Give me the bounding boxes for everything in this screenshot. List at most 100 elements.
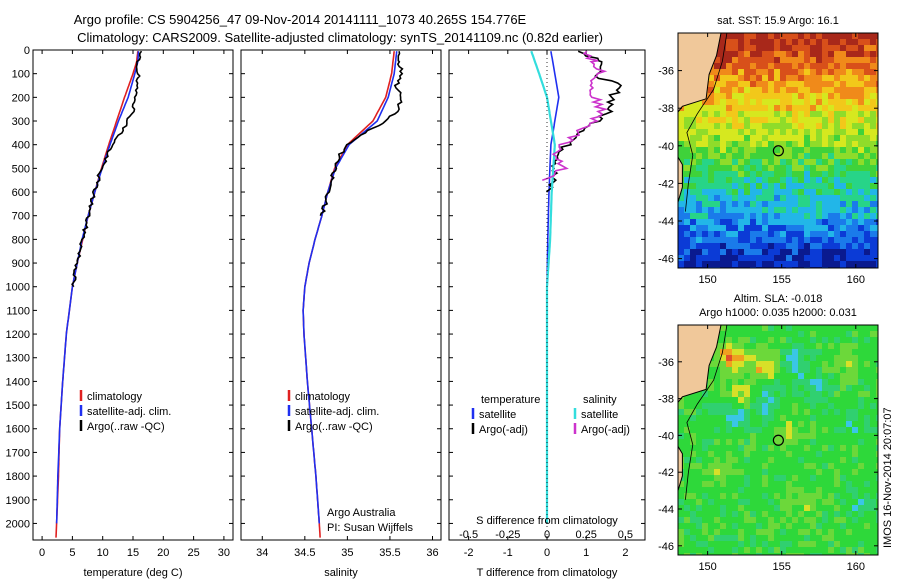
map-cell [846, 69, 852, 75]
map-cell [870, 93, 876, 99]
map-cell [840, 39, 846, 45]
map-cell [678, 505, 684, 511]
map-cell [726, 87, 732, 93]
map-cell [816, 433, 822, 439]
map-cell [774, 403, 780, 409]
map-cell [828, 439, 834, 445]
map-cell [708, 541, 714, 547]
map-cell [792, 177, 798, 183]
map-cell [834, 409, 840, 415]
map-cell [708, 385, 714, 391]
map-cell [792, 183, 798, 189]
map-cell [870, 207, 876, 213]
map-cell [870, 409, 876, 415]
map-cell [840, 225, 846, 231]
map-cell [858, 33, 864, 39]
map-cell [780, 451, 786, 457]
map-cell [840, 337, 846, 343]
map-cell [876, 475, 878, 481]
map-cell [846, 225, 852, 231]
map-cell [780, 553, 786, 555]
map-cell [810, 57, 816, 63]
map-cell [744, 379, 750, 385]
map-cell [696, 535, 702, 541]
map-cell [864, 105, 870, 111]
map-cell [780, 403, 786, 409]
map-cell [816, 141, 822, 147]
map-cell [876, 183, 878, 189]
map-cell [750, 183, 756, 189]
map-cell [720, 171, 726, 177]
map-cell [720, 141, 726, 147]
map-cell [726, 397, 732, 403]
map-cell [738, 135, 744, 141]
map-cell [840, 135, 846, 141]
map-cell [726, 517, 732, 523]
map-cell [726, 409, 732, 415]
map-cell [876, 331, 878, 337]
map-cell [756, 117, 762, 123]
map-cell [792, 463, 798, 469]
map-cell [840, 57, 846, 63]
map-cell [768, 379, 774, 385]
map-cell [690, 189, 696, 195]
map-cell [816, 349, 822, 355]
map-cell [684, 123, 690, 129]
map-cell [792, 487, 798, 493]
map-cell [828, 397, 834, 403]
map-cell [816, 397, 822, 403]
map-cell [834, 403, 840, 409]
map-cell [870, 33, 876, 39]
map-cell [696, 391, 702, 397]
map-cell [852, 511, 858, 517]
map-cell [732, 433, 738, 439]
map-cell [744, 33, 750, 39]
map-cell [840, 81, 846, 87]
map-cell [804, 177, 810, 183]
map-cell [702, 207, 708, 213]
map-cell [684, 189, 690, 195]
map-cell [678, 219, 684, 225]
map-cell [804, 87, 810, 93]
map-cell [828, 355, 834, 361]
map-cell [684, 469, 690, 475]
map-cell [708, 135, 714, 141]
map-cell [714, 439, 720, 445]
map-cell [846, 349, 852, 355]
map-cell [810, 255, 816, 261]
map-cell [834, 243, 840, 249]
map-cell [678, 207, 684, 213]
map-cell [762, 111, 768, 117]
map-cell [768, 177, 774, 183]
map-cell [822, 457, 828, 463]
map-cell [786, 517, 792, 523]
map-cell [870, 499, 876, 505]
map-cell [708, 481, 714, 487]
map-cell [828, 403, 834, 409]
map-cell [816, 129, 822, 135]
map-cell [840, 105, 846, 111]
map-lat-label: -42 [658, 467, 674, 479]
map-cell [840, 445, 846, 451]
map-cell [708, 451, 714, 457]
map-cell [792, 457, 798, 463]
map-cell [780, 529, 786, 535]
map-cell [870, 337, 876, 343]
map-cell [780, 207, 786, 213]
map-cell [828, 177, 834, 183]
map-cell [786, 39, 792, 45]
map-cell [786, 373, 792, 379]
map-cell [720, 87, 726, 93]
map-cell [816, 87, 822, 93]
map-cell [726, 111, 732, 117]
map-cell [720, 433, 726, 439]
map-cell [786, 451, 792, 457]
map-cell [714, 201, 720, 207]
map-cell [702, 105, 708, 111]
map-cell [846, 165, 852, 171]
map-cell [816, 189, 822, 195]
map-cell [822, 159, 828, 165]
map-cell [840, 379, 846, 385]
map-cell [834, 111, 840, 117]
map-cell [834, 219, 840, 225]
